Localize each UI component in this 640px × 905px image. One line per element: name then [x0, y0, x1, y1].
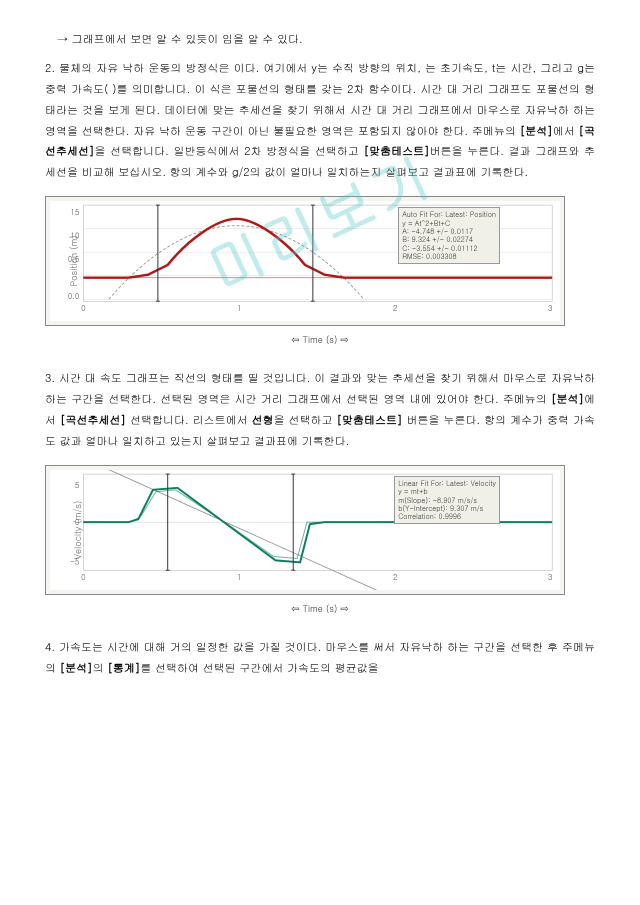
paragraph-2: 2. 물체의 자유 낙하 운동의 방정식은 이다. 여기에서 y는 수직 방향의…: [45, 59, 595, 184]
bold-fit-test-2: [맞춤테스트]: [337, 413, 403, 428]
paragraph-4: 4. 가속도는 시간에 대해 거의 일정한 값을 가질 것이다. 마우스를 써서…: [45, 638, 595, 680]
svg-text:1: 1: [237, 303, 242, 314]
para4-mid: 의: [93, 661, 108, 676]
svg-text:1: 1: [237, 572, 242, 583]
para2-mid1: 에서: [553, 124, 579, 139]
velocity-chart-xlabel-row: ⇦ Time (s) ⇨: [45, 599, 595, 618]
velocity-chart-inner: 5 0 -5 0 1 2 3 Linear Fit For: Latest: V…: [50, 470, 560, 590]
svg-text:0: 0: [81, 303, 86, 314]
bold-stats: [통계]: [107, 661, 140, 676]
svg-text:3: 3: [548, 572, 553, 583]
para3-mid3: 을 선택하고: [274, 413, 337, 428]
para3-lead: 3. 시간 대 속도 그래프는 직선의 형태를 띨 것입니다. 이 결과와 맞는…: [45, 371, 595, 407]
para4-end: 를 선택하여 선택된 구간에서 가속도의 평균값을: [140, 661, 378, 676]
arrow-right-icon: ⇨: [340, 332, 348, 346]
velocity-fit-box: Linear Fit For: Latest: Velocity y = mt+…: [394, 476, 500, 524]
svg-text:5: 5: [75, 480, 80, 491]
position-chart-ylabel: Position (m): [65, 236, 82, 287]
arrow-right-icon-2: ⇨: [340, 601, 348, 615]
velocity-chart: 5 0 -5 0 1 2 3 Linear Fit For: Latest: V…: [45, 465, 565, 595]
para2-lead: 2. 물체의 자유 낙하 운동의 방정식은 이다. 여기에서 y는 수직 방향의…: [45, 61, 595, 139]
svg-text:0.0: 0.0: [68, 291, 80, 302]
velocity-chart-xlabel: Time (s): [303, 602, 338, 615]
svg-text:2: 2: [393, 303, 398, 314]
velocity-chart-ylabel: Velocity (m/s): [69, 500, 86, 559]
svg-text:0: 0: [81, 572, 86, 583]
para2-mid2: 을 선택합니다. 일반등식에서 2차 방정식을 선택하고: [95, 144, 364, 159]
bold-linear: 선형: [252, 413, 274, 428]
position-chart: 15 10 0.5 0.0 0 1 2 3 Auto Fit For: Late…: [45, 196, 565, 326]
paragraph-3: 3. 시간 대 속도 그래프는 직선의 형태를 띨 것입니다. 이 결과와 맞는…: [45, 369, 595, 453]
position-chart-xlabel: Time (s): [303, 333, 338, 346]
bold-analysis-3: [분석]: [60, 661, 93, 676]
bold-fit-test: [맞춤테스트]: [364, 144, 430, 159]
svg-text:3: 3: [548, 303, 553, 314]
position-chart-inner: 15 10 0.5 0.0 0 1 2 3 Auto Fit For: Late…: [50, 201, 560, 321]
position-fit-box: Auto Fit For: Latest: Position y = At^2+…: [398, 207, 500, 263]
position-chart-xlabel-row: ⇦ Time (s) ⇨: [45, 330, 595, 349]
paragraph-1: → 그래프에서 보면 알 수 있듯이 임을 알 수 있다.: [45, 30, 595, 51]
bold-analysis-2: [분석]: [551, 392, 584, 407]
svg-text:15: 15: [70, 207, 79, 218]
arrow-left-icon: ⇦: [291, 332, 299, 346]
arrow-left-icon-2: ⇦: [291, 601, 299, 615]
para3-mid2: 선택합니다. 리스트에서: [126, 413, 252, 428]
bold-curve-fit-2: [곡선추세선]: [60, 413, 126, 428]
svg-text:2: 2: [393, 572, 398, 583]
bold-analysis: [분석]: [520, 124, 553, 139]
